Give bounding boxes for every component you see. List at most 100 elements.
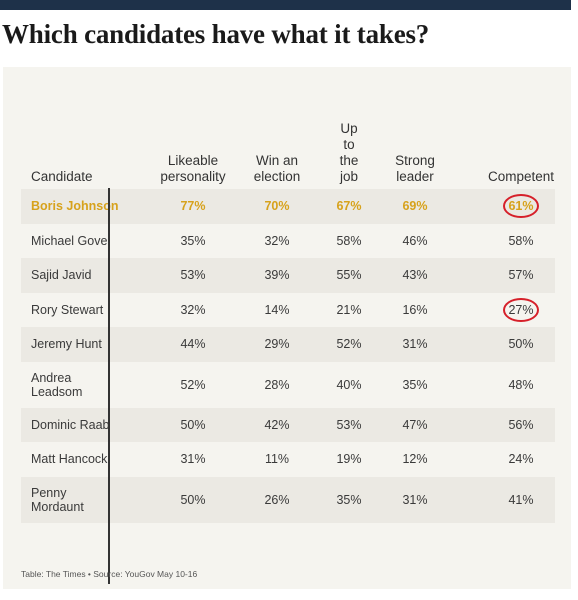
candidate-name-line: Matt Hancock (31, 452, 108, 467)
value-cell-competent: 48% (508, 377, 534, 392)
value-cell-strong: 46% (402, 233, 428, 248)
value-cell-likeable: 35% (180, 233, 206, 248)
value-cell-likeable: 52% (180, 377, 206, 392)
table-row: Michael Gove 35% 32% 58% 46% 58% (21, 224, 555, 259)
candidate-name: Boris Johnson (31, 199, 131, 213)
value-cell-competent: 50% (508, 337, 534, 352)
column-divider (108, 188, 110, 584)
column-header-strong: Strong leader (385, 153, 445, 185)
value-cell-likeable: 77% (180, 199, 206, 214)
value-cell-upto: 40% (336, 377, 362, 392)
value-cell-competent: 24% (508, 452, 534, 467)
value-cell-strong: 47% (402, 417, 428, 432)
table-row: Sajid Javid 53% 39% 55% 43% 57% (21, 258, 555, 293)
column-header-line: Likeable (167, 153, 219, 168)
page-title: Which candidates have what it takes? (2, 19, 430, 49)
value-cell-upto: 21% (336, 302, 362, 317)
value-cell-strong: 31% (402, 337, 428, 352)
candidate-name-line: Sajid Javid (31, 268, 92, 283)
value-cell-competent: 58% (508, 233, 534, 248)
candidate-name-line: Rory Stewart (31, 302, 104, 317)
value-cell-likeable: 50% (180, 417, 206, 432)
candidate-name-line: Penny (31, 485, 67, 500)
candidate-name: Rory Stewart (31, 303, 131, 317)
candidate-name-line: Leadsom (31, 384, 83, 399)
value-cell-win: 70% (264, 199, 290, 214)
value-cell-strong: 12% (402, 452, 428, 467)
column-header-line: Up (340, 121, 358, 136)
value-cell-competent: 57% (508, 268, 534, 283)
table-panel: Candidate Likeable personality Win an electi… (3, 67, 571, 589)
value-cell-competent: 56% (508, 417, 534, 432)
column-header-candidate: Candidate (31, 169, 93, 185)
candidate-name-line: Michael Gove (31, 233, 108, 248)
column-header-line: the (339, 153, 359, 168)
column-header-line: leader (396, 169, 434, 184)
table-row: Penny Mordaunt 50% 26% 35% 31% 41% (21, 476, 555, 523)
column-header-line: to (343, 137, 355, 152)
value-cell-competent: 61% (508, 199, 534, 214)
value-cell-win: 26% (264, 492, 290, 507)
candidate-name: Michael Gove (31, 234, 131, 248)
value-cell-strong: 35% (402, 377, 428, 392)
value-cell-win: 28% (264, 377, 290, 392)
value-cell-strong: 16% (402, 302, 428, 317)
value-cell-upto: 53% (336, 417, 362, 432)
value-cell-upto: 19% (336, 452, 362, 467)
candidate-name: Jeremy Hunt (31, 337, 131, 351)
table-source-note: Table: The Times • Source: YouGov May 10… (21, 569, 198, 579)
value-cell-likeable: 31% (180, 452, 206, 467)
column-header-upto: Up to the job (329, 121, 369, 185)
column-header-win: Win an election (242, 153, 312, 185)
column-header-line: Strong (395, 153, 435, 168)
value-cell-win: 32% (264, 233, 290, 248)
value-cell-win: 14% (264, 302, 290, 317)
value-cell-competent: 41% (508, 492, 534, 507)
value-cell-likeable: 44% (180, 337, 206, 352)
value-cell-competent: 27% (508, 302, 534, 317)
value-cell-upto: 58% (336, 233, 362, 248)
column-header-line: Competent (487, 169, 555, 184)
value-cell-win: 42% (264, 417, 290, 432)
table-row: Jeremy Hunt 44% 29% 52% 31% 50% (21, 327, 555, 362)
table-row: Boris Johnson 77% 70% 67% 69% 61% (21, 189, 555, 224)
value-cell-strong: 43% (402, 268, 428, 283)
value-cell-win: 39% (264, 268, 290, 283)
value-cell-likeable: 32% (180, 302, 206, 317)
value-cell-win: 29% (264, 337, 290, 352)
value-cell-upto: 67% (336, 199, 362, 214)
value-cell-likeable: 50% (180, 492, 206, 507)
column-header-line: job (339, 169, 358, 184)
column-header-likeable: Likeable personality (148, 153, 238, 185)
table-row: Rory Stewart 32% 14% 21% 16% 27% (21, 293, 555, 328)
candidates-table: Candidate Likeable personality Win an electi… (21, 117, 555, 523)
candidate-name-line: Andrea (31, 370, 72, 385)
table-row: Dominic Raab 50% 42% 53% 47% 56% (21, 407, 555, 442)
column-header-line: Win an (255, 153, 299, 168)
candidate-name: Dominic Raab (31, 418, 131, 432)
table-body: Boris Johnson 77% 70% 67% 69% 61% Michael Gove… (21, 189, 555, 523)
value-cell-upto: 55% (336, 268, 362, 283)
top-accent-bar (0, 0, 571, 10)
value-cell-strong: 31% (402, 492, 428, 507)
table-row: Andrea Leadsom 52% 28% 40% 35% 48% (21, 362, 555, 408)
table-header-row: Candidate Likeable personality Win an electi… (21, 117, 555, 189)
candidate-name-line: Jeremy Hunt (31, 337, 102, 352)
candidate-name: Andrea Leadsom (31, 371, 131, 399)
value-cell-strong: 69% (402, 199, 428, 214)
column-header-line: personality (160, 169, 226, 184)
value-cell-upto: 52% (336, 337, 362, 352)
column-header-line: Candidate (31, 169, 93, 184)
candidate-name-line: Mordaunt (31, 499, 84, 514)
candidate-name-line: Boris Johnson (31, 199, 119, 214)
table-row: Matt Hancock 31% 11% 19% 12% 24% (21, 442, 555, 477)
candidate-name-line: Dominic Raab (31, 417, 110, 432)
candidate-name: Penny Mordaunt (31, 486, 131, 514)
candidate-name: Matt Hancock (31, 452, 131, 466)
value-cell-win: 11% (264, 452, 290, 467)
value-cell-likeable: 53% (180, 268, 206, 283)
column-header-competent: Competent (476, 169, 566, 185)
column-header-line: election (253, 169, 301, 184)
candidate-name: Sajid Javid (31, 268, 131, 282)
value-cell-upto: 35% (336, 492, 362, 507)
